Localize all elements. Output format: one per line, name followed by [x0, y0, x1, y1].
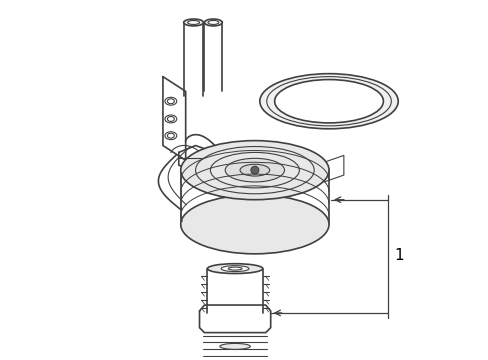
Text: 2: 2 — [360, 99, 369, 114]
Ellipse shape — [207, 264, 262, 274]
Ellipse shape — [167, 117, 174, 121]
Ellipse shape — [187, 21, 199, 24]
Ellipse shape — [228, 267, 242, 270]
Ellipse shape — [225, 158, 284, 182]
Ellipse shape — [164, 115, 177, 123]
Ellipse shape — [183, 19, 203, 26]
Ellipse shape — [204, 19, 222, 26]
Ellipse shape — [181, 195, 328, 254]
Ellipse shape — [220, 343, 250, 349]
Ellipse shape — [274, 80, 383, 123]
Ellipse shape — [240, 164, 269, 176]
Ellipse shape — [195, 147, 314, 194]
Ellipse shape — [181, 141, 328, 200]
Ellipse shape — [164, 132, 177, 140]
Circle shape — [250, 166, 258, 174]
Ellipse shape — [266, 77, 390, 126]
Ellipse shape — [259, 74, 397, 129]
Ellipse shape — [167, 99, 174, 104]
Ellipse shape — [207, 21, 218, 24]
Text: 1: 1 — [393, 248, 403, 263]
Ellipse shape — [164, 97, 177, 105]
Ellipse shape — [221, 266, 248, 271]
Ellipse shape — [167, 133, 174, 138]
Ellipse shape — [210, 152, 299, 188]
